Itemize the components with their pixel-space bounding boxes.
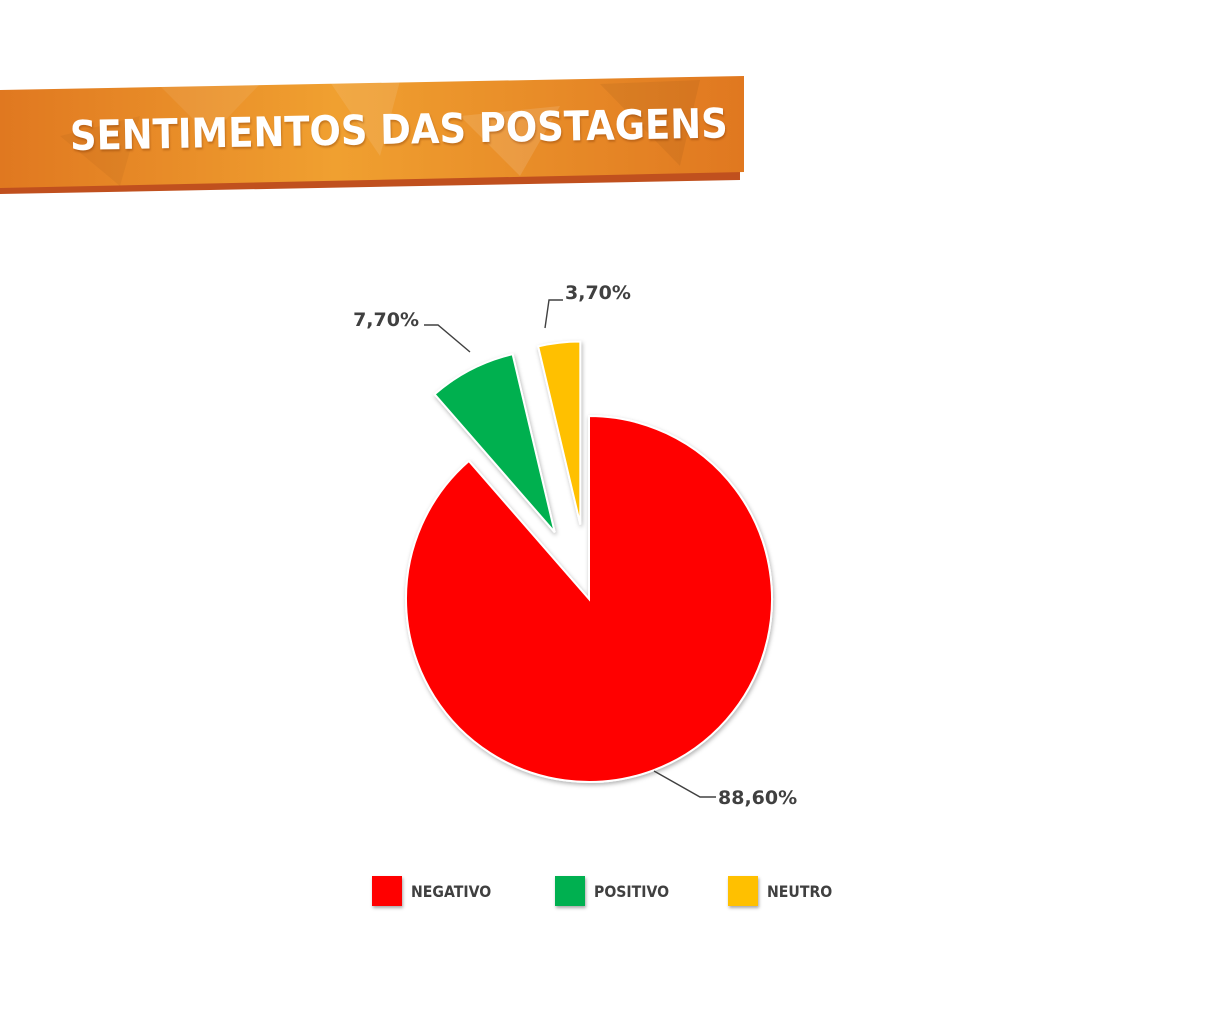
leader-line-positivo — [424, 324, 471, 353]
legend: NEGATIVO POSITIVO NEUTRO — [372, 874, 892, 910]
leader-line-negativo — [653, 770, 716, 798]
data-label-neutro: 3,70% — [565, 282, 631, 304]
legend-item-neutro: NEUTRO — [728, 874, 841, 908]
legend-label-neutro: NEUTRO — [767, 881, 833, 901]
title-banner — [0, 76, 744, 194]
legend-label-negativo: NEGATIVO — [411, 881, 492, 901]
pie-slice-negativo — [405, 414, 773, 783]
data-label-positivo: 7,70% — [353, 309, 419, 331]
legend-swatch-positivo — [555, 876, 585, 906]
legend-label-positivo: POSITIVO — [594, 881, 670, 901]
legend-swatch-negativo — [372, 876, 402, 906]
pie-slice-neutro — [536, 340, 582, 525]
legend-item-negativo: NEGATIVO — [372, 874, 502, 908]
legend-swatch-neutro — [728, 876, 758, 906]
data-label-negativo: 88,60% — [718, 787, 797, 809]
leader-line-neutro — [544, 299, 563, 329]
pie-slice-positivo — [433, 353, 556, 533]
legend-item-positivo: POSITIVO — [555, 874, 679, 908]
